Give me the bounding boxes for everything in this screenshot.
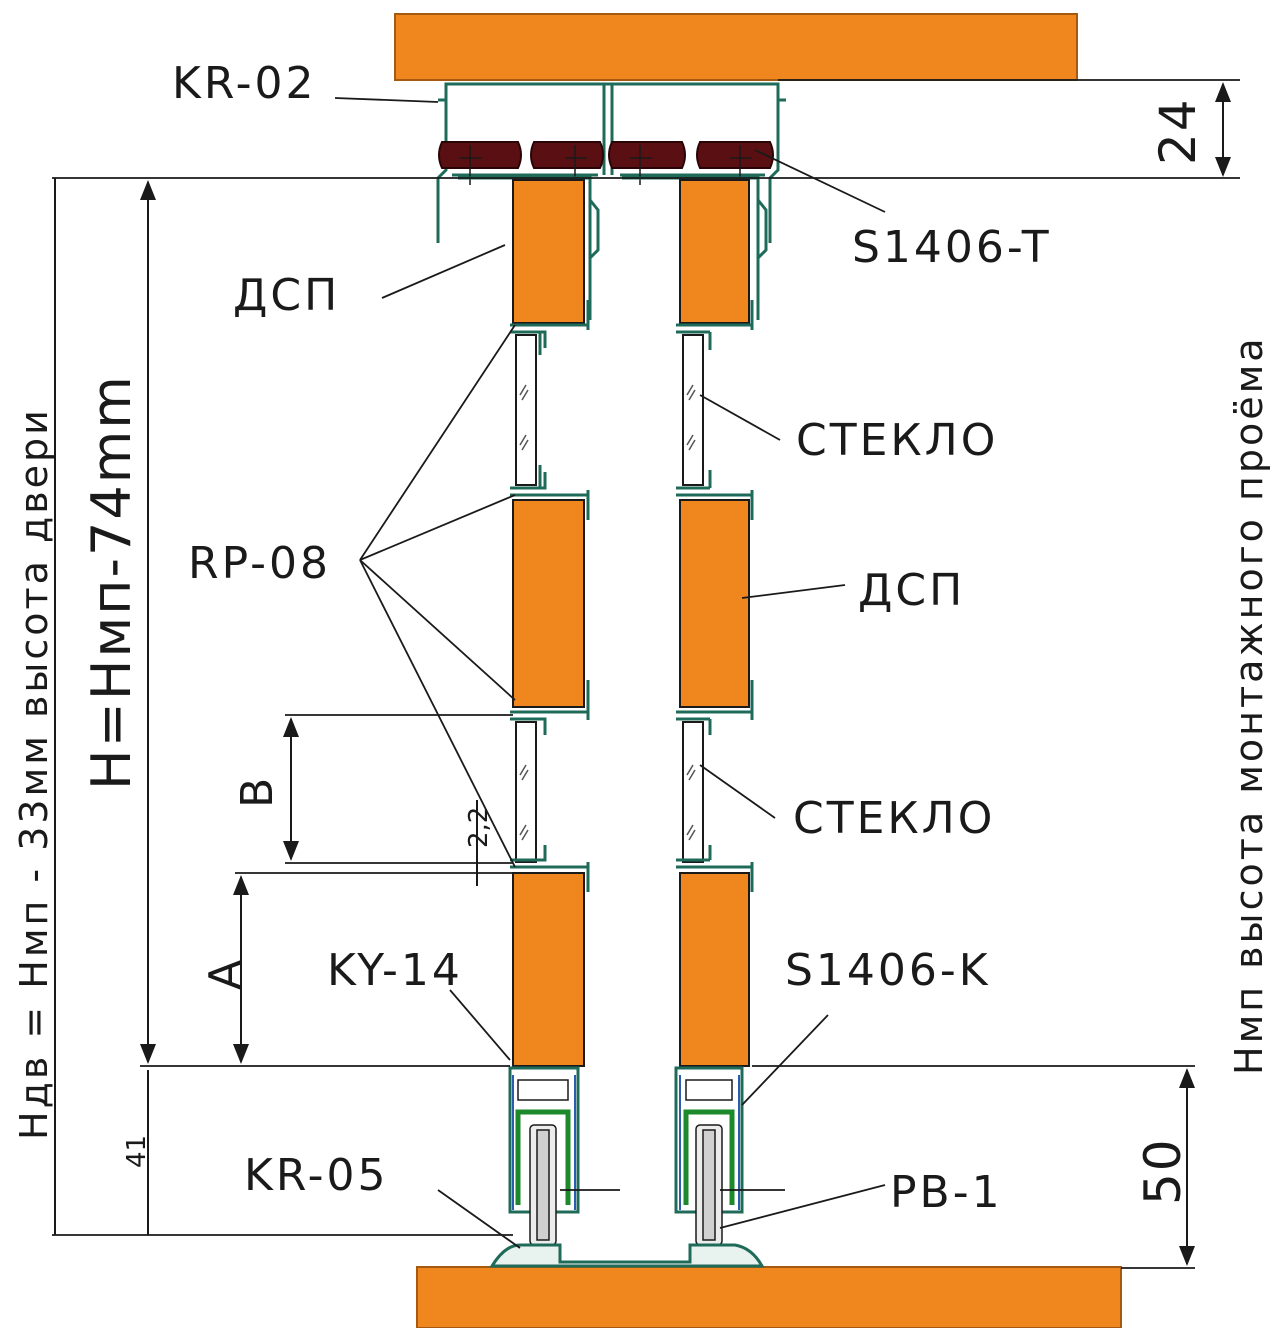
top-brushes	[438, 141, 774, 169]
dim-41: 41	[122, 1135, 152, 1168]
label-glass-top: СТЕКЛО	[796, 415, 998, 466]
dim-bottom-gap: 50	[1134, 1137, 1192, 1205]
dim-door-height: Hдв = Hмп - 33мм высота двери	[12, 407, 56, 1140]
dim-h-formula: H=Hмп-74mm	[80, 374, 143, 790]
reference-lines	[52, 79, 1240, 1269]
label-dsp-mid: ДСП	[858, 565, 965, 616]
bottom-rail-kr05	[489, 1243, 765, 1268]
label-s1406t: S1406-T	[852, 222, 1052, 273]
label-glass-bottom: СТЕКЛО	[793, 793, 995, 844]
dim-2-2: 2,2	[464, 807, 494, 848]
right-door-panels	[679, 179, 750, 1067]
left-door-panels	[512, 179, 585, 1067]
ceiling-board	[394, 13, 1078, 81]
label-rp08: RP-08	[188, 538, 331, 589]
dim-a: A	[200, 957, 251, 990]
label-pb1: PB-1	[890, 1167, 1003, 1218]
rollers-pb1	[529, 1124, 723, 1246]
label-ky14: KY-14	[327, 945, 463, 996]
dim-top-gap: 24	[1149, 97, 1207, 165]
top-rail-kr02	[436, 82, 786, 243]
label-kr02: KR-02	[172, 58, 317, 109]
floor-board	[416, 1266, 1122, 1329]
leader-lines	[334, 97, 886, 1249]
dimension-arrows	[54, 82, 1231, 1266]
label-dsp-top: ДСП	[233, 270, 340, 321]
rp08-profiles	[510, 300, 754, 892]
label-kr05: KR-05	[244, 1150, 389, 1201]
label-s1406k: S1406-K	[785, 945, 991, 996]
dim-b: B	[232, 775, 283, 808]
dim-opening-height: Hмп высота монтажного проёма	[1227, 335, 1271, 1075]
bottom-profiles-s1406k	[508, 1066, 744, 1214]
glass-hatching	[519, 384, 696, 841]
